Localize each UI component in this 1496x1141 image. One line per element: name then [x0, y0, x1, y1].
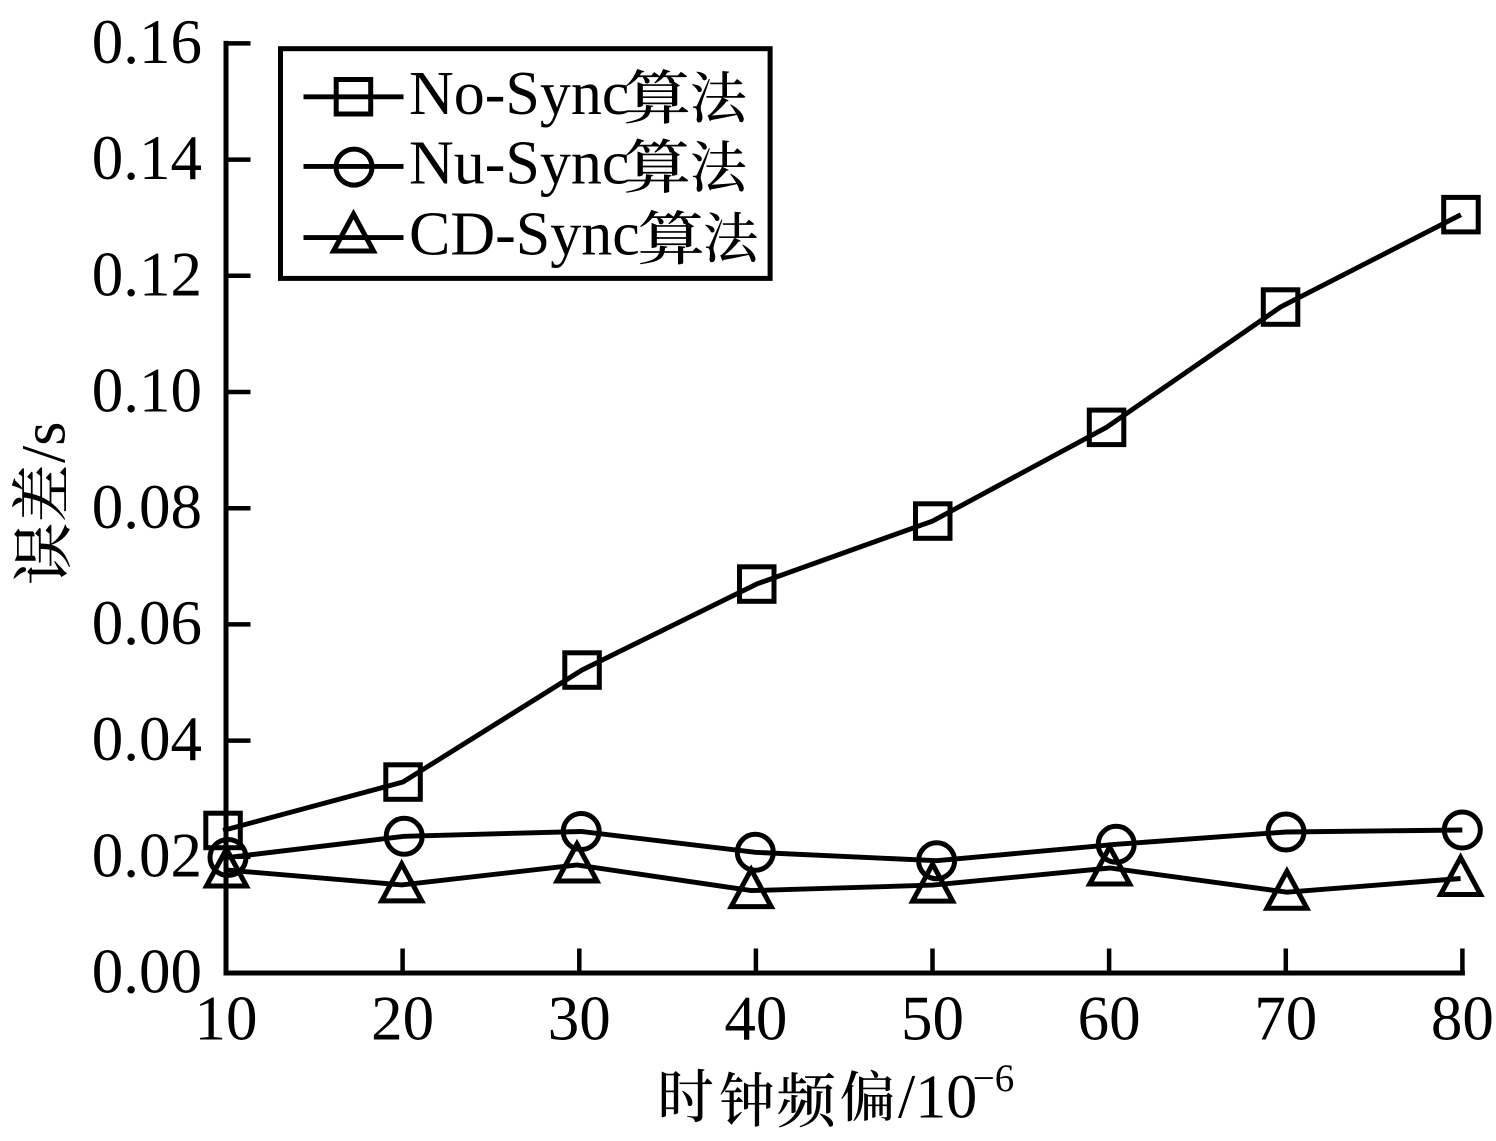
svg-text:0.16: 0.16 [92, 7, 202, 77]
svg-text:0.08: 0.08 [92, 472, 202, 542]
svg-text:−6: −6 [973, 1057, 1015, 1100]
svg-text:0.06: 0.06 [92, 588, 202, 658]
svg-text:/s: /s [11, 422, 79, 463]
svg-text:0.12: 0.12 [92, 239, 202, 309]
svg-text:30: 30 [548, 984, 611, 1054]
svg-text:No-Sync: No-Sync [409, 60, 629, 128]
svg-text:0.04: 0.04 [92, 704, 202, 774]
svg-text:80: 80 [1431, 984, 1494, 1054]
svg-text:Nu-Sync: Nu-Sync [409, 129, 629, 197]
svg-text:40: 40 [724, 984, 787, 1054]
svg-text:0.10: 0.10 [92, 356, 202, 426]
svg-text:0.02: 0.02 [92, 820, 202, 890]
svg-text:60: 60 [1078, 984, 1141, 1054]
svg-text:50: 50 [901, 984, 964, 1054]
svg-text:70: 70 [1254, 984, 1317, 1054]
svg-text:20: 20 [371, 984, 434, 1054]
svg-text:/10: /10 [898, 1064, 977, 1132]
svg-text:0.14: 0.14 [92, 123, 202, 193]
svg-text:10: 10 [195, 984, 258, 1054]
svg-text:CD-Sync: CD-Sync [409, 201, 640, 269]
svg-text:0.00: 0.00 [92, 937, 202, 1007]
